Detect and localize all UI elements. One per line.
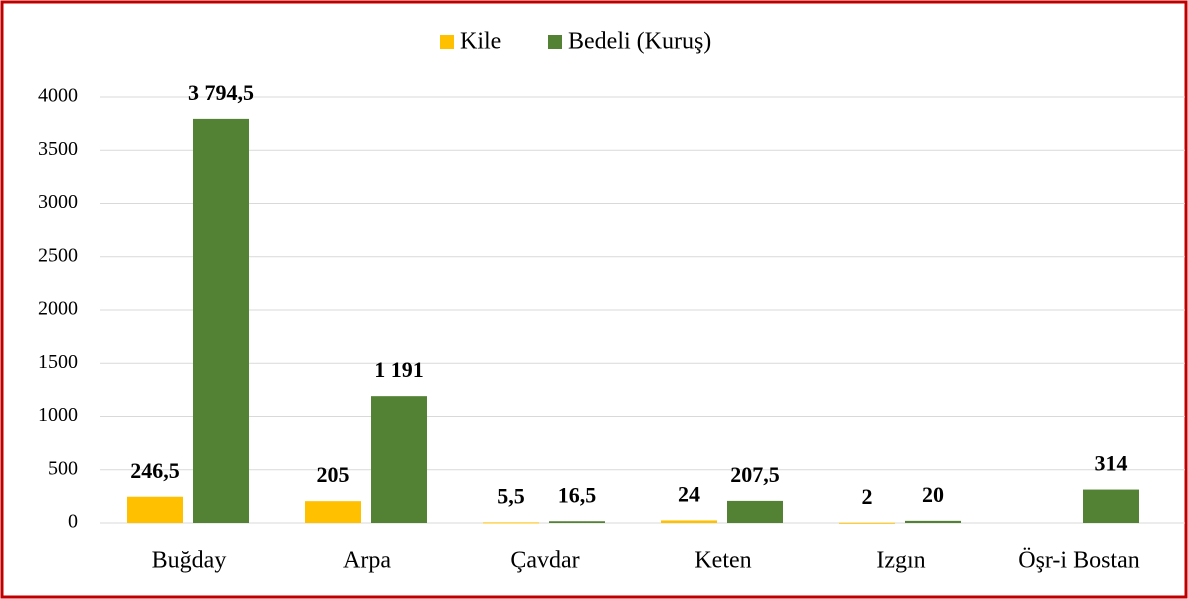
y-tick-label: 1500 [38,351,78,373]
y-tick-label: 3000 [38,191,78,213]
x-tick-label: Çavdar [510,548,579,574]
legend-swatch [548,35,562,49]
value-label: 24 [678,481,700,506]
value-label: 207,5 [730,462,780,487]
y-tick-label: 3500 [38,138,78,160]
x-tick-label: Öşr-i Bostan [1018,548,1140,574]
value-label: 2 [862,484,873,509]
value-label: 314 [1095,451,1128,476]
bar [1083,489,1139,523]
bar [483,522,539,524]
value-label: 16,5 [558,482,597,507]
value-label: 205 [317,462,350,487]
bar [727,500,783,523]
value-label: 20 [922,482,944,507]
bar [305,501,361,523]
y-tick-label: 2000 [38,298,78,320]
y-tick-label: 1000 [38,404,78,426]
legend-swatch [440,35,454,49]
bar [127,496,183,523]
bar [839,522,895,524]
bar [905,520,961,523]
value-label: 1 191 [374,357,424,382]
x-tick-label: Izgın [876,548,925,574]
value-label: 3 794,5 [188,80,254,105]
value-label: 5,5 [497,483,525,508]
x-tick-label: Buğday [152,548,227,574]
y-tick-label: 500 [48,457,78,479]
legend-label: Kile [460,29,501,55]
bar [371,396,427,523]
legend-label: Bedeli (Kuruş) [568,29,711,55]
x-tick-label: Keten [694,548,751,574]
bar [193,118,249,524]
bar [661,520,717,523]
y-tick-label: 2500 [38,244,78,266]
value-label: 246,5 [130,458,180,483]
bar [549,521,605,523]
y-tick-label: 0 [68,511,78,533]
x-tick-label: Arpa [343,548,391,574]
y-tick-label: 4000 [38,85,78,107]
